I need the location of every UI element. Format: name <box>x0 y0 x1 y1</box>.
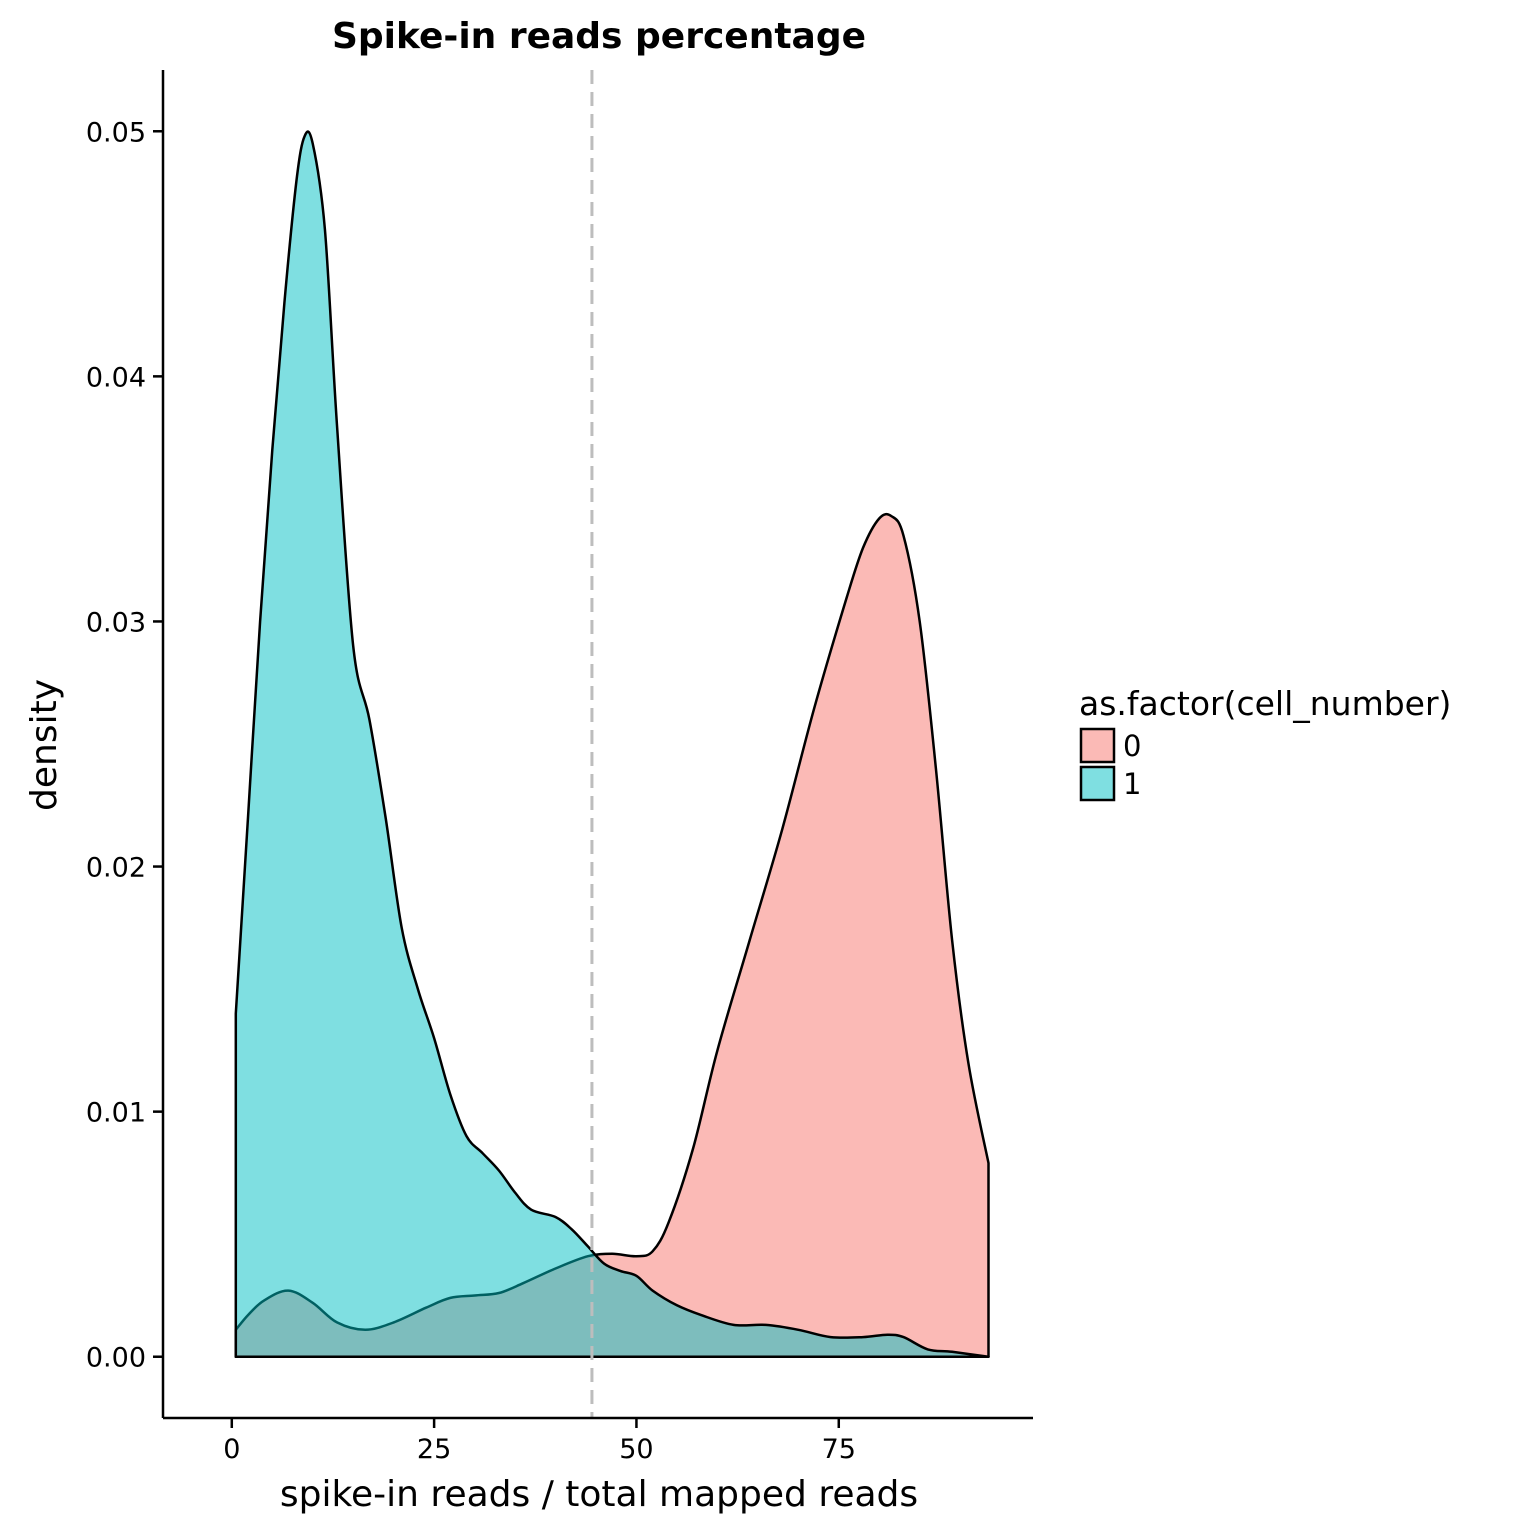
x-tick-label: 75 <box>822 1434 856 1465</box>
legend-item-1: 1 <box>1079 765 1141 802</box>
y-tick-label: 0.00 <box>86 1343 146 1374</box>
y-tick-label: 0.01 <box>86 1098 146 1129</box>
y-axis-title: density <box>24 679 65 811</box>
plot-panel <box>234 70 990 1418</box>
chart-title: Spike-in reads percentage <box>332 16 866 57</box>
x-tick-label: 50 <box>619 1434 653 1465</box>
legend-title: as.factor(cell_number) <box>1079 684 1451 723</box>
x-axis-title: spike-in reads / total mapped reads <box>280 1474 918 1515</box>
y-tick-label: 0.05 <box>86 117 146 148</box>
legend-swatch-1 <box>1079 765 1116 802</box>
legend-swatch-0 <box>1079 727 1116 764</box>
y-tick-label: 0.03 <box>86 607 146 638</box>
x-axis-ticks: 0 25 50 75 <box>223 1418 856 1465</box>
axes: 0 25 50 75 0.00 0.01 0.02 0.03 0.04 0.05 <box>86 70 1033 1465</box>
density-areas <box>234 130 990 1358</box>
x-tick-label: 25 <box>417 1434 451 1465</box>
legend-label: 1 <box>1123 767 1141 801</box>
y-tick-label: 0.02 <box>86 853 146 884</box>
y-axis-ticks: 0.00 0.01 0.02 0.03 0.04 0.05 <box>86 117 163 1374</box>
y-tick-label: 0.04 <box>86 362 146 393</box>
legend-item-0: 0 <box>1079 727 1141 764</box>
x-tick-label: 0 <box>223 1434 240 1465</box>
legend-items: 01 <box>1079 727 1141 802</box>
density-area-series-1 <box>234 130 990 1358</box>
legend: as.factor(cell_number) 01 <box>1079 684 1451 802</box>
legend-label: 0 <box>1123 729 1141 763</box>
